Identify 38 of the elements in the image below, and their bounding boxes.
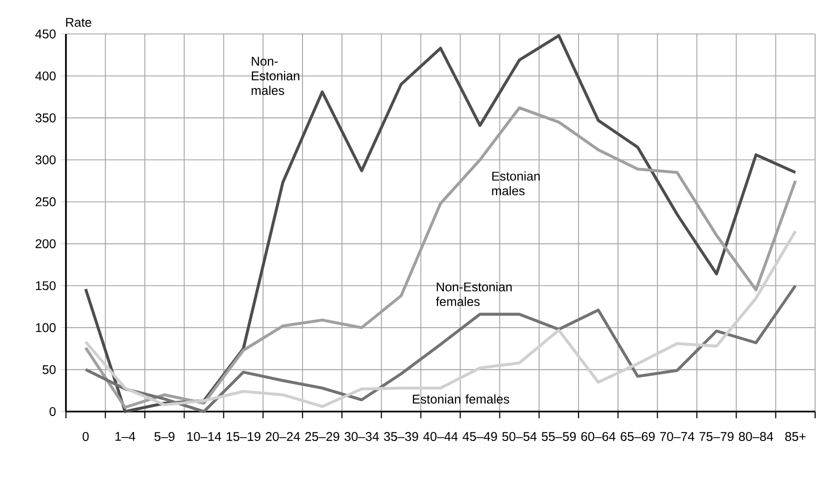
- y-tick-label: 450: [35, 29, 56, 38]
- x-tick-label: 30–34: [344, 432, 379, 441]
- y-tick-label: 100: [36, 322, 56, 332]
- x-tick-label: 65–69: [620, 432, 655, 441]
- y-tick-label: 200: [36, 239, 56, 248]
- x-tick-label: 45–49: [462, 432, 497, 441]
- y-tick-label: 400: [35, 71, 56, 80]
- x-tick-label: 75–79: [700, 432, 734, 441]
- x-tick-label: 85+: [785, 432, 806, 441]
- x-tick-label: 40–44: [423, 432, 458, 441]
- y-tick-label: 150: [36, 280, 56, 290]
- series-label: Non-Estonian females: [436, 282, 512, 306]
- x-tick-label: 50–54: [502, 432, 537, 441]
- y-tick-label: 250: [36, 197, 56, 206]
- x-tick-label: 70–74: [660, 432, 694, 441]
- y-tick-label: 50: [42, 364, 56, 374]
- y-tick-label: 350: [35, 113, 56, 122]
- x-tick-label: 35–39: [384, 432, 418, 441]
- y-tick-label: 0: [50, 406, 56, 416]
- x-tick-label: 1–4: [115, 432, 136, 440]
- series-label: Estonian males: [492, 171, 540, 196]
- x-tick-label: 55–59: [542, 432, 576, 441]
- x-tick-label: 60–64: [581, 432, 616, 441]
- series-label: Non-Estonian males: [252, 56, 300, 95]
- x-tick-label: 20–24: [266, 432, 300, 441]
- y-tick-label: 300: [35, 155, 56, 164]
- line-series: [84, 284, 797, 413]
- y-axis-title: Rate: [66, 18, 92, 27]
- x-tick-label: 15–19: [226, 432, 260, 441]
- line-series: [84, 106, 797, 409]
- x-tick-label: 10–14: [187, 432, 222, 441]
- series-label: Estonian females: [412, 394, 510, 404]
- line-series: [84, 34, 797, 413]
- x-tick-label: 80–84: [738, 432, 774, 441]
- x-tick-label: 25–29: [305, 432, 340, 441]
- x-tick-label: 0: [82, 432, 89, 441]
- line-series: [84, 229, 797, 408]
- x-tick-label: 5–9: [154, 432, 174, 441]
